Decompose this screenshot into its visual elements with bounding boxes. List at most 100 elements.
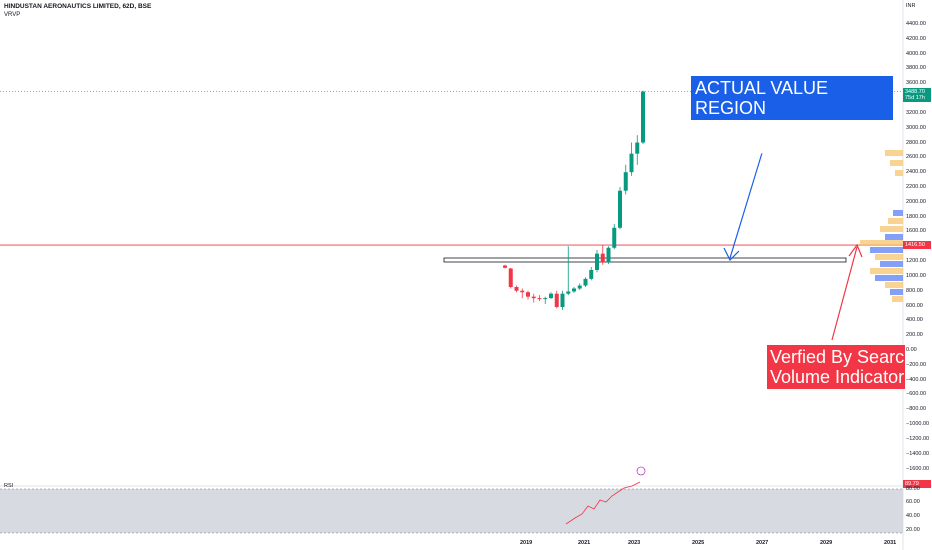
rsi-line	[565, 481, 641, 525]
volume-profile-bar	[875, 275, 903, 281]
red-arrow	[831, 246, 858, 341]
price-axis-tick: 4000.00	[906, 50, 926, 57]
candle-body	[577, 285, 582, 289]
volume-profile-bar	[888, 218, 903, 224]
price-axis-tick: −1400.00	[906, 450, 930, 457]
time-axis-tick: 2021	[578, 540, 591, 546]
volume-profile-bar	[880, 261, 903, 267]
candle-body	[514, 287, 519, 291]
analysis-annotation-line2: BASED ON MY ANALYSIS	[695, 118, 820, 158]
candle-body	[600, 253, 605, 263]
price-axis-tick: −800.00	[906, 406, 927, 413]
indicator-label[interactable]: VRVP	[4, 12, 21, 18]
price-axis-tick: 0.00	[906, 347, 917, 353]
price-axis-tick: 3800.00	[906, 65, 926, 72]
volume-profile-bar	[880, 226, 903, 232]
candle-body	[572, 288, 576, 292]
price-axis-tick: −400.00	[906, 376, 927, 383]
price-axis-tick: 400.00	[906, 317, 923, 324]
volume-profile-bar	[885, 150, 903, 156]
candle-body	[543, 298, 548, 300]
candle-body	[560, 293, 565, 308]
rsi-axis-tick: 60.00	[906, 499, 920, 505]
candle-body	[629, 153, 634, 173]
rsi-label[interactable]: RSI	[4, 483, 14, 489]
price-axis-tick: −200.00	[906, 361, 927, 368]
price-axis-tick: −600.00	[906, 391, 927, 398]
price-axis-tick: 4400.00	[906, 21, 926, 27]
price-axis-tick: 3200.00	[906, 109, 926, 116]
price-axis-tick: 2000.00	[906, 198, 926, 205]
candle-body	[595, 253, 599, 270]
volume-annotation[interactable]: Verfied By Search Volume Indicator	[767, 345, 905, 389]
price-axis-tick: 3000.00	[906, 124, 926, 131]
rsi-axis-tick: 80.00	[906, 486, 920, 492]
volume-profile-bar	[885, 282, 903, 288]
price-axis-tick: 600.00	[906, 302, 923, 309]
value-zone-rectangle	[443, 257, 847, 263]
time-axis-tick: 2025	[692, 540, 705, 546]
last-price-time: 75d 17h	[905, 95, 925, 101]
time-axis-tick: 2031	[884, 540, 897, 546]
currency-label: INR	[906, 3, 916, 9]
price-axis-tick: −1600.00	[906, 465, 930, 472]
volume-profile-bar	[893, 210, 903, 216]
volume-annotation-line1: Verfied By Search	[770, 347, 905, 367]
horizontal-line-price-tag: 1416.50	[903, 241, 931, 249]
price-axis-tick: 1600.00	[906, 228, 926, 235]
analysis-annotation[interactable]: ACTUAL VALUE REGION BASED ON MY ANALYSIS	[691, 76, 893, 158]
candle-body	[503, 265, 507, 268]
last-price-value: 3488.70	[905, 89, 925, 95]
price-axis-tick: 2400.00	[906, 169, 926, 176]
candle-body	[589, 269, 594, 279]
price-axis-tick: 2600.00	[906, 154, 926, 161]
time-axis-tick: 2027	[756, 540, 769, 546]
volume-profile-bar	[875, 254, 903, 260]
price-axis-tick: 200.00	[906, 332, 923, 339]
blue-arrow-head	[723, 247, 740, 262]
time-axis-tick: 2023	[628, 540, 641, 546]
candle-body	[623, 172, 628, 191]
red-arrow-head	[848, 243, 863, 258]
rsi-value-tag: 89.79	[903, 480, 931, 488]
volume-profile-bar	[890, 160, 903, 166]
volume-profile-bar	[870, 268, 903, 274]
symbol-title: HINDUSTAN AERONAUTICS LIMITED, 62D, BSE	[4, 3, 152, 10]
price-axis-tick: −1000.00	[906, 421, 930, 428]
time-axis-tick: 2029	[820, 540, 833, 546]
price-axis-tick: 4200.00	[906, 35, 926, 42]
price-axis-tick: 2800.00	[906, 139, 926, 146]
rsi-background	[0, 489, 903, 533]
volume-profile-bar	[885, 234, 903, 240]
volume-annotation-line2: Volume Indicator	[770, 367, 905, 387]
candle-body	[537, 298, 542, 300]
price-axis-tick: 1000.00	[906, 272, 926, 279]
volume-profile-bar	[870, 247, 903, 253]
candle-body	[641, 91, 645, 143]
volume-profile-bar	[895, 170, 903, 176]
candle-body	[606, 247, 611, 263]
candle-body	[531, 296, 536, 299]
candle-body	[554, 293, 559, 308]
rsi-axis-tick: 20.00	[906, 527, 920, 533]
price-axis-tick: 2200.00	[906, 184, 926, 190]
price-axis-tick: 1800.00	[906, 213, 926, 220]
price-axis-tick: 3600.00	[906, 80, 926, 87]
volume-profile-bar	[860, 240, 903, 246]
time-axis-tick: 2019	[520, 540, 533, 546]
candle-body	[635, 142, 640, 154]
price-axis-tick: 1200.00	[906, 258, 926, 265]
analysis-annotation-line1: ACTUAL VALUE REGION	[695, 78, 829, 118]
candle-body	[566, 291, 571, 294]
volume-profile-bar	[890, 289, 903, 295]
candle-body	[612, 227, 617, 248]
last-price-tag: 3488.70 75d 17h	[903, 88, 931, 102]
candle-body	[508, 268, 513, 288]
blue-arrow	[729, 152, 763, 259]
rsi-axis-tick: 40.00	[906, 513, 920, 519]
candle-body	[526, 292, 530, 297]
candle-body	[549, 293, 553, 299]
price-axis-tick: 800.00	[906, 287, 923, 294]
